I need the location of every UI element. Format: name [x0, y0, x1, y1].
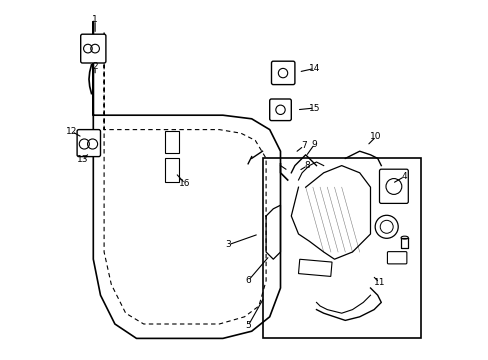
- Text: 16: 16: [179, 179, 190, 188]
- Text: 3: 3: [225, 240, 231, 249]
- Text: 7: 7: [301, 141, 306, 150]
- Bar: [165, 158, 179, 182]
- Text: 6: 6: [244, 276, 250, 285]
- Bar: [298, 259, 331, 276]
- FancyBboxPatch shape: [386, 252, 406, 264]
- Text: 5: 5: [244, 321, 250, 330]
- Text: 2: 2: [92, 62, 98, 71]
- Text: 11: 11: [373, 278, 385, 287]
- Text: 13: 13: [77, 155, 88, 163]
- Bar: [165, 131, 179, 153]
- FancyBboxPatch shape: [81, 34, 106, 63]
- Text: 8: 8: [304, 161, 310, 170]
- Text: 15: 15: [308, 104, 320, 113]
- Text: 4: 4: [401, 172, 407, 181]
- Text: 14: 14: [308, 64, 320, 73]
- FancyBboxPatch shape: [271, 61, 294, 85]
- Text: 9: 9: [311, 140, 317, 149]
- FancyBboxPatch shape: [379, 169, 407, 203]
- FancyBboxPatch shape: [269, 99, 291, 121]
- Text: 12: 12: [66, 127, 77, 136]
- Bar: [262, 158, 420, 338]
- FancyBboxPatch shape: [77, 130, 101, 157]
- Text: 1: 1: [92, 15, 98, 24]
- Text: 10: 10: [369, 132, 381, 141]
